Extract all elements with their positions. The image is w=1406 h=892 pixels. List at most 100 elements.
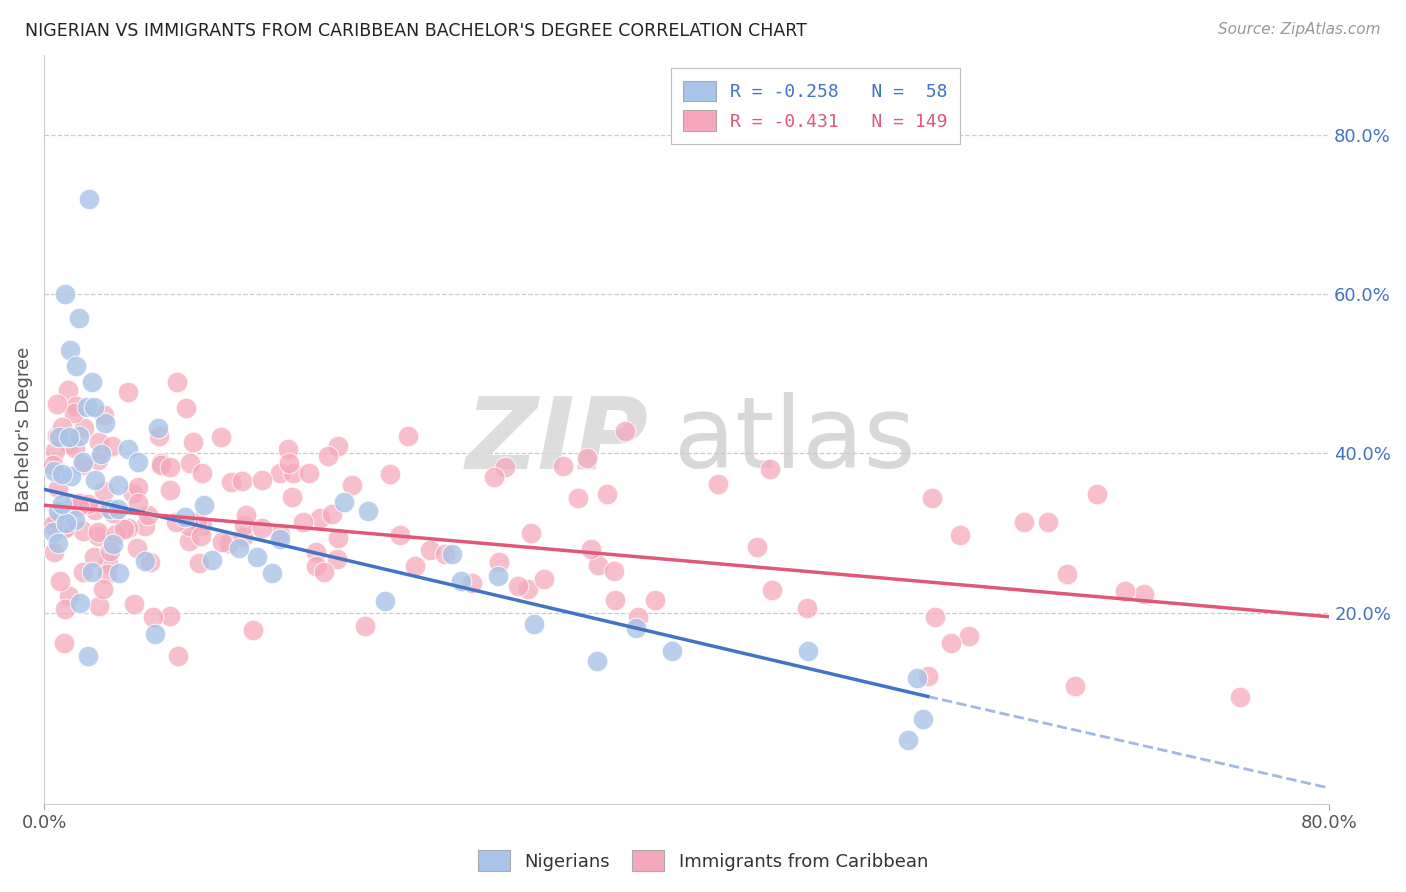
Point — [51, 498, 73, 512]
Point — [107, 566, 129, 580]
Point — [761, 582, 783, 597]
Point — [177, 534, 200, 549]
Point — [77, 649, 100, 664]
Text: atlas: atlas — [673, 392, 915, 490]
Y-axis label: Bachelor's Degree: Bachelor's Degree — [15, 347, 32, 512]
Point — [374, 594, 396, 608]
Point — [134, 554, 156, 568]
Point — [53, 636, 76, 650]
Point — [461, 575, 484, 590]
Point — [150, 458, 173, 473]
Point — [51, 420, 73, 434]
Point — [46, 513, 69, 527]
Point — [912, 712, 935, 726]
Point — [613, 424, 636, 438]
Point — [84, 502, 107, 516]
Point — [228, 541, 250, 556]
Point — [53, 602, 76, 616]
Point — [63, 406, 86, 420]
Point — [342, 478, 364, 492]
Point — [281, 491, 304, 505]
Point — [67, 429, 90, 443]
Point — [72, 565, 94, 579]
Point — [173, 509, 195, 524]
Point — [65, 399, 87, 413]
Point — [586, 558, 609, 572]
Point — [231, 474, 253, 488]
Text: ZIP: ZIP — [465, 392, 648, 490]
Point — [190, 528, 212, 542]
Point — [506, 579, 529, 593]
Point — [533, 573, 555, 587]
Point — [326, 552, 349, 566]
Point — [69, 596, 91, 610]
Point — [567, 491, 589, 506]
Point — [745, 540, 768, 554]
Point — [396, 429, 419, 443]
Point — [551, 458, 574, 473]
Point — [232, 518, 254, 533]
Point — [905, 672, 928, 686]
Point — [73, 421, 96, 435]
Point — [759, 462, 782, 476]
Point — [177, 519, 200, 533]
Point — [235, 508, 257, 522]
Point — [1063, 679, 1085, 693]
Point — [117, 442, 139, 456]
Point — [193, 499, 215, 513]
Point — [585, 654, 607, 668]
Point — [125, 541, 148, 555]
Legend: R = -0.258   N =  58, R = -0.431   N = 149: R = -0.258 N = 58, R = -0.431 N = 149 — [671, 68, 960, 144]
Text: Source: ZipAtlas.com: Source: ZipAtlas.com — [1218, 22, 1381, 37]
Point — [159, 483, 181, 497]
Point — [353, 619, 375, 633]
Point — [165, 516, 187, 530]
Point — [419, 542, 441, 557]
Point — [83, 401, 105, 415]
Point — [441, 547, 464, 561]
Point — [450, 574, 472, 589]
Point — [44, 443, 66, 458]
Point — [49, 574, 72, 588]
Point — [187, 556, 209, 570]
Point — [298, 466, 321, 480]
Point — [82, 565, 104, 579]
Point — [76, 401, 98, 415]
Point — [58, 383, 80, 397]
Point — [706, 476, 728, 491]
Point — [46, 535, 69, 549]
Point — [797, 643, 820, 657]
Point — [53, 287, 76, 301]
Point — [218, 535, 240, 549]
Point — [51, 467, 73, 481]
Point — [143, 627, 166, 641]
Point — [250, 474, 273, 488]
Point — [1036, 515, 1059, 529]
Point — [63, 512, 86, 526]
Point — [482, 470, 505, 484]
Point — [939, 636, 962, 650]
Point — [128, 496, 150, 510]
Point — [166, 649, 188, 664]
Point — [58, 430, 80, 444]
Point — [603, 592, 626, 607]
Point — [72, 455, 94, 469]
Point — [626, 621, 648, 635]
Point — [179, 456, 201, 470]
Point — [796, 600, 818, 615]
Point — [159, 609, 181, 624]
Point — [388, 527, 411, 541]
Point — [62, 498, 84, 512]
Point — [326, 439, 349, 453]
Point — [917, 669, 939, 683]
Point — [209, 430, 232, 444]
Point — [65, 359, 87, 373]
Point — [292, 516, 315, 530]
Point — [190, 519, 212, 533]
Point — [488, 555, 510, 569]
Point — [127, 455, 149, 469]
Point — [404, 558, 426, 573]
Point — [42, 524, 65, 539]
Point — [86, 453, 108, 467]
Point — [46, 397, 69, 411]
